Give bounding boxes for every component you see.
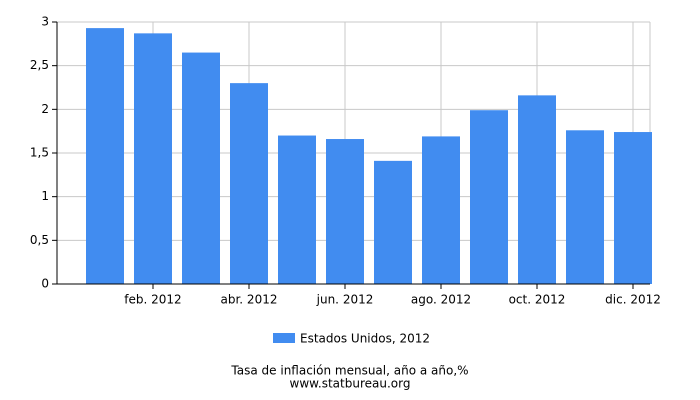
bar [230, 83, 268, 284]
chart-title: Tasa de inflación mensual, año a año,% [230, 364, 468, 378]
x-tick-label: ago. 2012 [411, 293, 471, 307]
y-tick-label: 2 [41, 102, 49, 116]
bar [278, 135, 316, 284]
x-tick-label: oct. 2012 [509, 293, 566, 307]
y-tick-label: 3 [41, 15, 49, 29]
y-tick-label: 1,5 [30, 146, 49, 160]
legend-label: Estados Unidos, 2012 [300, 332, 430, 346]
bar [134, 33, 172, 284]
y-tick-label: 1 [41, 189, 49, 203]
bar [470, 110, 508, 284]
x-tick-label: jun. 2012 [316, 293, 374, 307]
y-tick-label: 0 [41, 277, 49, 291]
bar [422, 136, 460, 284]
bar [326, 139, 364, 284]
bar [614, 132, 652, 284]
source: www.statbureau.org [290, 377, 411, 391]
bar [518, 95, 556, 284]
bar [182, 52, 220, 284]
x-tick-label: dic. 2012 [605, 293, 661, 307]
bar [374, 160, 412, 284]
bar [566, 130, 604, 284]
x-tick-label: feb. 2012 [124, 293, 181, 307]
y-tick-label: 2,5 [30, 58, 49, 72]
bar [86, 28, 124, 285]
legend-swatch [273, 333, 295, 343]
y-tick-label: 0,5 [30, 233, 49, 247]
x-tick-label: abr. 2012 [221, 293, 278, 307]
